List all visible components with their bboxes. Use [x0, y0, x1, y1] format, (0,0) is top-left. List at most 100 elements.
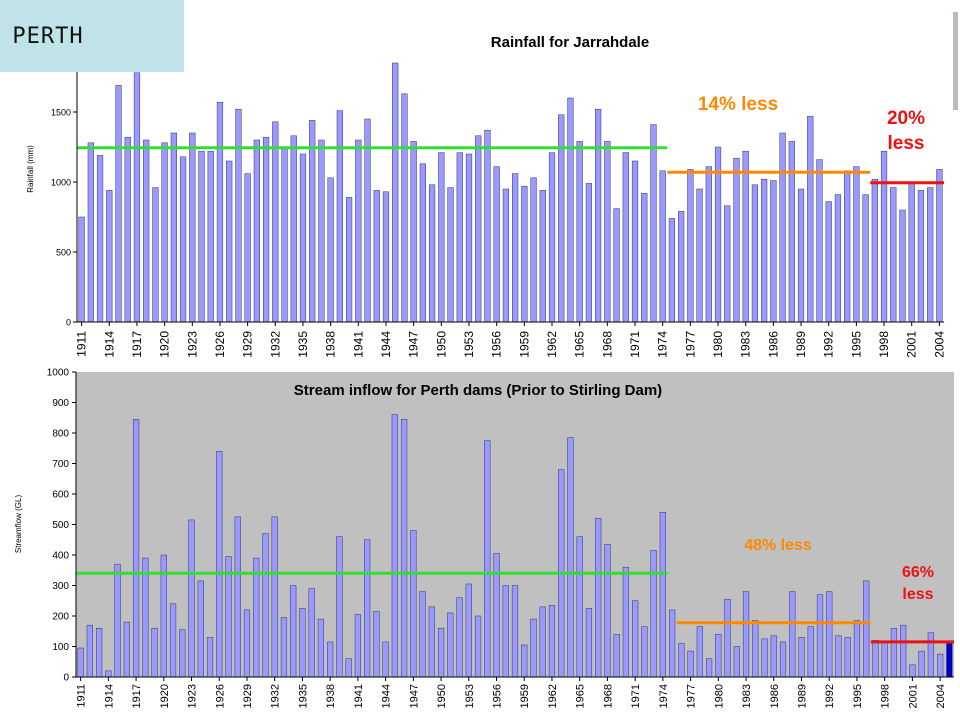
rainfall-bar-1913 [96, 155, 104, 323]
rainfall-x-tick-label: 1998 [877, 331, 891, 358]
streamflow-x-tick-label: 1944 [381, 684, 393, 708]
streamflow-bar-1924 [197, 580, 204, 678]
rainfall-bar-1992 [825, 201, 832, 323]
rainfall-x-tick-label: 1986 [766, 331, 780, 358]
streamflow-y-tick-label: 900 [52, 398, 69, 409]
rainfall-bar-1985 [761, 178, 768, 323]
rainfall-bar-1979 [705, 166, 712, 323]
streamflow-bar-1962 [548, 605, 556, 678]
rainfall-bar-1986 [770, 180, 777, 323]
rainfall-bar-1919 [152, 187, 159, 323]
rainfall-bar-1958 [512, 173, 519, 323]
rainfall-bar-1911 [78, 216, 85, 323]
streamflow-bar-1955 [484, 440, 491, 678]
rainfall-x-tick-label: 1923 [185, 331, 199, 358]
streamflow-bar-1935 [299, 608, 306, 678]
rainfall-x-tick-label: 1971 [628, 331, 642, 358]
streamflow-bar-2005 [946, 643, 953, 678]
rainfall-x-tick-label: 1911 [75, 331, 89, 357]
rainfall-annotation-14-less: 14% less [698, 94, 778, 115]
streamflow-bar-2000 [900, 624, 907, 678]
rainfall-bar-1961 [539, 190, 546, 323]
rainfall-bar-1933 [281, 146, 288, 323]
rainfall-bar-1959 [521, 185, 528, 323]
streamflow-x-tick-label: 1950 [436, 684, 448, 708]
rainfall-bar-1998 [880, 150, 888, 323]
streamflow-x-tick-label: 1977 [686, 684, 698, 708]
rainfall-bar-1923 [189, 132, 196, 323]
rainfall-y-tick-label: 1000 [51, 178, 71, 188]
rainfall-bar-1984 [751, 184, 759, 323]
streamflow-x-tick-label: 1923 [187, 684, 199, 708]
streamflow-bar-2004 [937, 653, 944, 678]
streamflow-x-tick-label: 1962 [547, 684, 559, 708]
rainfall-bar-1955 [484, 129, 491, 323]
streamflow-annotation-48-less: 48% less [744, 537, 812, 554]
streamflow-bar-1923 [188, 519, 195, 678]
rainfall-bar-1948 [419, 163, 426, 323]
rainfall-bar-1943 [373, 190, 380, 323]
streamflow-x-tick-label: 1929 [242, 684, 254, 708]
rainfall-bar-1915 [115, 85, 122, 323]
streamflow-bar-1942 [364, 539, 371, 678]
rainfall-x-tick-label: 1968 [600, 331, 614, 358]
rainfall-bar-1932 [272, 121, 279, 323]
rainfall-bar-1949 [428, 184, 436, 323]
rainfall-bar-1940 [345, 197, 353, 323]
rainfall-x-tick-label: 1917 [130, 331, 144, 358]
rainfall-bar-1994 [844, 170, 851, 323]
streamflow-x-tick-label: 1920 [159, 684, 171, 708]
rainfall-bar-1990 [807, 115, 814, 323]
streamflow-bar-1985 [761, 638, 768, 678]
streamflow-bar-2003 [927, 632, 935, 678]
rainfall-bar-1999 [890, 187, 897, 323]
rainfall-bar-1978 [696, 188, 703, 323]
streamflow-x-tick-label: 1992 [824, 684, 836, 708]
rainfall-x-tick-label: 1983 [739, 331, 753, 358]
rainfall-bar-1929 [244, 173, 251, 323]
streamflow-bar-1980 [715, 634, 722, 678]
streamflow-x-tick-label: 1989 [797, 684, 809, 708]
streamflow-bar-1989 [798, 637, 805, 678]
rainfall-bar-1934 [290, 135, 297, 323]
rainfall-bar-1993 [834, 194, 842, 323]
rainfall-bar-1956 [493, 166, 500, 323]
streamflow-bar-1937 [317, 618, 325, 678]
rainfall-bar-2004 [936, 169, 943, 323]
rainfall-bar-1957 [502, 188, 509, 323]
rainfall-bar-1974 [659, 170, 666, 323]
rainfall-bar-1991 [816, 159, 823, 323]
streamflow-bar-1975 [669, 609, 676, 678]
streamflow-bar-1949 [428, 606, 435, 678]
streamflow-bar-1946 [400, 419, 408, 678]
rainfall-bar-1972 [641, 192, 648, 323]
rainfall-bar-1945 [392, 62, 399, 323]
streamflow-y-axis-label: Streamflow (GL) [14, 495, 23, 554]
streamflow-bar-1973 [650, 550, 657, 678]
streamflow-bar-1964 [567, 437, 574, 678]
streamflow-bar-1969 [613, 634, 620, 678]
streamflow-bar-1932 [271, 516, 278, 678]
rainfall-bar-1930 [253, 139, 260, 323]
streamflow-bar-1970 [622, 566, 630, 678]
streamflow-bar-1991 [816, 594, 824, 678]
rainfall-x-tick-label: 1956 [490, 331, 504, 358]
rainfall-x-tick-label: 1974 [656, 331, 670, 358]
streamflow-chart: 0 100 200 300 400 500 600 700 800 900 1000 1911 1914… [14, 368, 954, 708]
rainfall-bar-1997 [871, 178, 878, 323]
city-badge: PERTH [0, 0, 184, 72]
rainfall-bar-1914 [106, 190, 113, 323]
streamflow-bar-1986 [770, 635, 777, 678]
rainfall-bar-1981 [724, 205, 731, 323]
rainfall-x-tick-label: 1959 [517, 331, 531, 358]
rainfall-bar-1918 [143, 139, 150, 323]
streamflow-bar-1913 [95, 627, 103, 678]
streamflow-y-tick-label: 600 [52, 490, 69, 501]
streamflow-bar-1950 [437, 627, 445, 678]
streamflow-x-tick-label: 1998 [880, 684, 892, 708]
scrollbar-thumb[interactable] [953, 12, 958, 110]
rainfall-bar-1995 [853, 166, 860, 323]
rainfall-annotation-20-pct: 20% [887, 108, 925, 129]
rainfall-y-tick-label: 500 [56, 248, 71, 258]
streamflow-x-tick-label: 1941 [353, 684, 365, 708]
